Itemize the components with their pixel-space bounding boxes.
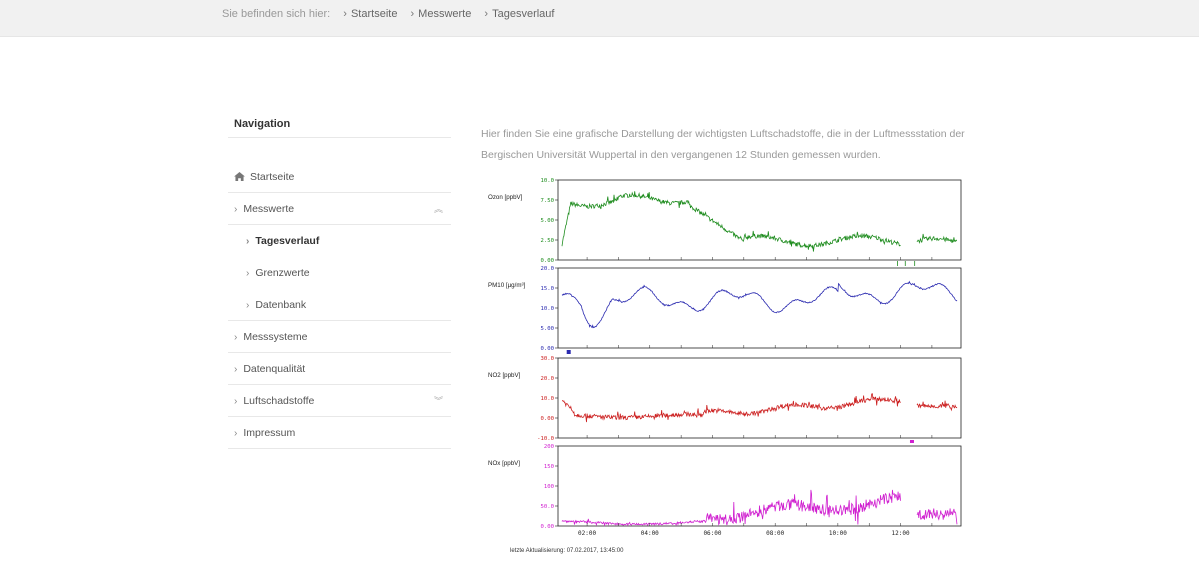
tick-label: 20.0 — [541, 266, 554, 272]
tick-label: 15.0 — [541, 286, 554, 292]
chart-panel-frame — [557, 179, 962, 261]
navigation-title: Navigation — [234, 118, 291, 130]
home-icon — [234, 172, 245, 181]
sidebar-item-startseite[interactable]: Startseite — [228, 161, 451, 193]
tick-label: 10.0 — [541, 306, 554, 312]
tick-label: 7.50 — [541, 198, 554, 204]
sidebar-item-label: Datenbank — [255, 299, 307, 311]
x-tick-label: 02:00 — [578, 530, 596, 537]
tick-label: 2.50 — [541, 238, 554, 244]
status-marker — [566, 350, 571, 354]
chevron-right-icon: › — [234, 364, 238, 375]
chart-panel-frame — [557, 267, 962, 349]
tick-label: 100 — [544, 484, 554, 490]
series-line — [561, 191, 958, 252]
chevron-right-icon: › — [246, 236, 250, 247]
tick-label: 0.00 — [541, 258, 554, 264]
sidebar-item-label: Messwerte — [243, 203, 295, 215]
sidebar-item-datenbank[interactable]: › Datenbank — [228, 289, 451, 321]
chevron-right-icon: › — [234, 428, 238, 439]
tick-label: 200 — [544, 444, 554, 450]
chevron-right-icon: › — [484, 8, 489, 20]
breadcrumb-startseite[interactable]: Startseite — [350, 8, 398, 20]
axis-label: Ozon [ppbV] — [488, 194, 523, 201]
collapse-icon[interactable]: ︽ — [433, 204, 443, 214]
chevron-right-icon: › — [343, 8, 347, 20]
sidebar-item-grenzwerte[interactable]: › Grenzwerte — [228, 257, 451, 289]
tick-label: 150 — [544, 464, 554, 470]
chevron-right-icon: › — [410, 8, 415, 20]
chevron-right-icon: › — [246, 268, 250, 279]
axis-label: NOx [ppbV] — [488, 460, 520, 467]
x-tick-label: 12:00 — [892, 530, 910, 537]
sidebar-item-label: Tagesverlauf — [255, 235, 320, 247]
expand-icon[interactable]: ︾ — [433, 396, 443, 406]
sidebar-item-datenqualitaet[interactable]: › Datenqualität — [228, 353, 451, 385]
sidebar-item-tagesverlauf[interactable]: › Tagesverlauf — [228, 225, 451, 257]
chevron-right-icon: › — [234, 204, 238, 215]
chevron-right-icon: › — [246, 300, 250, 311]
x-tick-label: 06:00 — [703, 530, 721, 537]
sidebar-item-messsysteme[interactable]: › Messsysteme — [228, 321, 451, 353]
sidebar-item-label: Startseite — [250, 171, 295, 183]
sidebar-item-messwerte[interactable]: › Messwerte ︽ — [228, 193, 451, 225]
x-tick-label: 10:00 — [829, 530, 847, 537]
x-tick-label: 04:00 — [641, 530, 659, 537]
tick-label: 0.00 — [541, 346, 554, 352]
tick-label: 30.0 — [541, 356, 554, 362]
breadcrumb-bar: Sie befinden sich hier: › Startseite › Mes… — [0, 0, 1199, 37]
series-line — [561, 489, 958, 527]
pollutant-charts: Ozon [ppbV] 10.0 7.50 5.00 2.50 0.00 PM10 [µg/… — [488, 178, 962, 537]
x-tick-label: 08:00 — [766, 530, 784, 537]
divider — [228, 137, 451, 138]
tick-label: 0.00 — [541, 524, 554, 530]
chart-panel-frame — [557, 445, 962, 527]
intro-text: Hier finden Sie eine grafische Darstellu… — [481, 128, 965, 161]
sidebar-item-label: Datenqualität — [243, 363, 306, 375]
axis-label: NO2 [ppbV] — [488, 372, 521, 379]
status-marker — [909, 440, 914, 443]
chart-panel-frame — [557, 357, 962, 439]
chevron-right-icon: › — [234, 396, 238, 407]
breadcrumb-messwerte[interactable]: Messwerte — [418, 8, 472, 20]
tick-label: 20.0 — [541, 376, 554, 382]
sidebar-item-label: Grenzwerte — [255, 267, 310, 279]
sidebar-item-label: Luftschadstoffe — [243, 395, 315, 407]
series-line — [562, 393, 958, 423]
sidebar-item-label: Impressum — [243, 427, 296, 439]
series-line — [561, 280, 958, 329]
tick-label: 50.0 — [541, 504, 554, 510]
last-update-text: letzte Aktualisierung: 07.02.2017, 13:45… — [510, 548, 624, 554]
tick-label: 10.0 — [541, 178, 554, 184]
breadcrumb-prefix: Sie befinden sich hier: — [222, 8, 331, 20]
tick-label: 5.00 — [541, 326, 554, 332]
sidebar-item-luftschadstoffe[interactable]: › Luftschadstoffe ︾ — [228, 385, 451, 417]
chevron-right-icon: › — [234, 332, 238, 343]
breadcrumb-tagesverlauf: Tagesverlauf — [492, 8, 555, 20]
tick-label: 5.00 — [541, 218, 554, 224]
tick-label: -10.0 — [537, 436, 554, 442]
sidebar-nav: Startseite › Messwerte ︽ › Tagesverlauf › G… — [228, 161, 451, 449]
breadcrumb: Sie befinden sich hier: › Startseite › Mes… — [222, 8, 554, 20]
sidebar-item-label: Messsysteme — [243, 331, 308, 343]
tick-label: 0.00 — [541, 416, 554, 422]
axis-label: PM10 [µg/m³] — [488, 282, 526, 289]
tick-label: 10.0 — [541, 396, 554, 402]
sidebar-item-impressum[interactable]: › Impressum — [228, 417, 451, 449]
